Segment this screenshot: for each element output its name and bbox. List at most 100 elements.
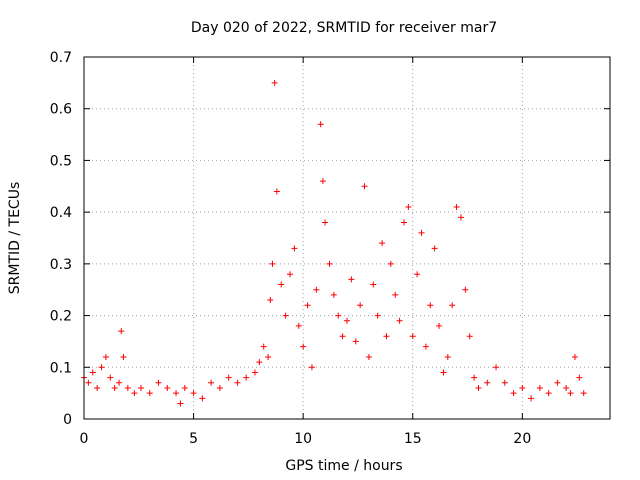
x-tick-label: 15: [404, 431, 422, 447]
axis-ticks: [83, 56, 610, 420]
data-point: [265, 353, 272, 360]
data-point: [431, 245, 438, 252]
y-tick-label: 0.2: [50, 309, 72, 325]
data-point: [291, 245, 298, 252]
data-point: [273, 188, 280, 195]
chart-title: Day 020 of 2022, SRMTID for receiver mar…: [191, 20, 497, 36]
data-point: [453, 203, 460, 210]
data-point: [295, 322, 302, 329]
data-point: [361, 183, 368, 190]
data-point: [383, 333, 390, 340]
data-point: [300, 343, 307, 350]
data-point: [567, 390, 574, 397]
data-point: [208, 379, 215, 386]
data-point: [267, 297, 274, 304]
data-point: [571, 353, 578, 360]
data-point: [137, 384, 144, 391]
data-point: [102, 353, 109, 360]
data-point: [146, 390, 153, 397]
data-point: [444, 353, 451, 360]
data-point: [344, 317, 350, 324]
data-point: [352, 338, 359, 345]
data-point: [251, 369, 258, 376]
data-point: [462, 286, 469, 293]
data-point: [528, 395, 535, 402]
data-point: [510, 390, 517, 397]
data-point: [282, 312, 289, 319]
data-point: [271, 79, 278, 86]
y-tick-label: 0.4: [50, 205, 72, 221]
y-tick-label: 0.3: [50, 257, 72, 273]
data-point: [449, 302, 456, 309]
data-point: [418, 229, 425, 236]
data-point: [457, 214, 464, 221]
plot-frame: [83, 56, 611, 420]
data-point: [427, 302, 434, 309]
data-point: [260, 343, 267, 350]
data-point: [365, 353, 372, 360]
data-point: [173, 390, 180, 397]
data-point: [107, 374, 114, 381]
x-tick-labels: 0 5 10 15 20: [80, 431, 532, 447]
x-tick-label: 10: [294, 431, 312, 447]
data-point: [322, 219, 329, 226]
y-tick-label: 0.7: [50, 50, 72, 66]
y-axis-label: SRMTID / TECUs: [7, 182, 23, 295]
data-point: [370, 281, 377, 288]
data-point: [440, 369, 447, 376]
x-axis-label: GPS time / hours: [285, 458, 402, 474]
data-point: [475, 384, 482, 391]
y-tick-labels: 0 0.1 0.2 0.3 0.4 0.5 0.6 0.7: [50, 50, 72, 428]
data-point: [118, 328, 125, 335]
data-point: [190, 390, 197, 397]
x-tick-label: 5: [189, 431, 198, 447]
data-point: [164, 384, 171, 391]
data-point: [536, 384, 543, 391]
data-point: [387, 260, 394, 267]
x-tick-label: 20: [513, 431, 531, 447]
data-point: [501, 379, 508, 386]
data-point: [116, 379, 123, 386]
data-point: [379, 240, 386, 247]
data-point: [131, 390, 138, 397]
data-point: [225, 374, 232, 381]
data-point: [471, 374, 478, 381]
data-point: [466, 333, 473, 340]
data-point: [287, 271, 294, 278]
x-tick-label: 0: [80, 431, 89, 447]
data-point: [396, 317, 403, 324]
y-tick-label: 0: [63, 412, 72, 428]
data-point: [409, 333, 416, 340]
data-point: [124, 384, 131, 391]
data-point: [94, 384, 101, 391]
data-point: [405, 203, 412, 210]
data-point: [348, 276, 355, 283]
data-point: [278, 281, 285, 288]
data-point: [216, 384, 223, 391]
y-tick-label: 0.6: [50, 102, 72, 118]
data-point: [199, 395, 206, 402]
data-points: [81, 79, 587, 407]
data-point: [111, 384, 118, 391]
data-point: [330, 291, 337, 298]
y-tick-label: 0.5: [50, 153, 72, 169]
data-point: [269, 260, 276, 267]
data-point: [414, 271, 421, 278]
data-point: [317, 121, 324, 128]
data-point: [436, 322, 443, 329]
data-point: [545, 390, 552, 397]
data-point: [554, 379, 561, 386]
data-point: [319, 178, 326, 185]
data-point: [98, 364, 105, 371]
data-point: [484, 379, 491, 386]
data-point: [326, 260, 333, 267]
data-point: [576, 374, 583, 381]
data-point: [400, 219, 407, 226]
grid: [84, 57, 610, 419]
data-point: [339, 333, 346, 340]
data-point: [335, 312, 342, 319]
data-point: [304, 302, 311, 309]
data-point: [357, 302, 364, 309]
data-point: [234, 379, 241, 386]
